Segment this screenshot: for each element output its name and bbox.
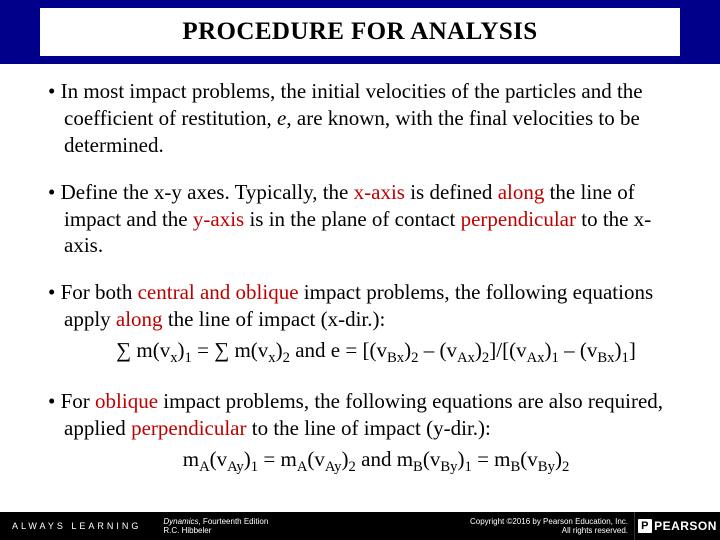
footer-bar: ALWAYS LEARNING Dynamics, Fourteenth Edi…: [0, 512, 720, 540]
b3-r2: along: [116, 307, 163, 331]
b4-r2: perpendicular: [131, 416, 246, 440]
b1-e: e: [277, 106, 286, 130]
bullet-1: • In most impact problems, the initial v…: [32, 78, 688, 159]
bullet-3: • For both central and oblique impact pr…: [32, 279, 688, 368]
copyright-block: Copyright ©2016 by Pearson Education, In…: [470, 517, 634, 535]
header-inner: PROCEDURE FOR ANALYSIS: [40, 8, 680, 56]
b4-r1: oblique: [95, 389, 158, 413]
book-author: R.C. Hibbeler: [163, 526, 268, 535]
b4-t1: • For: [48, 389, 95, 413]
b2-r1: x-axis: [354, 180, 405, 204]
rights-line: All rights reserved.: [470, 526, 628, 535]
b2-r4: perpendicular: [461, 207, 576, 231]
always-learning-label: ALWAYS LEARNING: [0, 521, 141, 531]
content-area: • In most impact problems, the initial v…: [0, 64, 720, 477]
book-title: Dynamics: [163, 517, 198, 526]
bullet-2: • Define the x-y axes. Typically, the x-…: [32, 179, 688, 260]
book-edition: , Fourteenth Edition: [198, 517, 268, 526]
b2-t2: is defined: [405, 180, 498, 204]
header-band: PROCEDURE FOR ANALYSIS: [0, 0, 720, 64]
b4-t3: to the line of impact (y-dir.):: [247, 416, 491, 440]
book-info: Dynamics, Fourteenth Edition R.C. Hibbel…: [141, 517, 268, 535]
copyright-line: Copyright ©2016 by Pearson Education, In…: [470, 517, 628, 526]
bullet-4: • For oblique impact problems, the follo…: [32, 388, 688, 477]
b3-r1: central and oblique: [138, 280, 299, 304]
b2-t4: is in the plane of contact: [244, 207, 460, 231]
equation-1: ∑ m(vx)1 = ∑ m(vx)2 and e = [(vBx)2 – (v…: [64, 337, 688, 368]
b2-r3: y-axis: [193, 207, 244, 231]
b3-t3: the line of impact (x-dir.):: [163, 307, 386, 331]
b2-r2: along: [498, 180, 545, 204]
pearson-text: PEARSON: [654, 519, 717, 533]
b3-t1: • For both: [48, 280, 138, 304]
pearson-logo: PPEARSON: [634, 512, 720, 540]
pearson-icon: P: [638, 519, 652, 533]
b2-t1: • Define the x-y axes. Typically, the: [48, 180, 354, 204]
book-line1: Dynamics, Fourteenth Edition: [163, 517, 268, 526]
page-title: PROCEDURE FOR ANALYSIS: [182, 18, 537, 46]
equation-2: mA(vAy)1 = mA(vAy)2 and mB(vBy)1 = mB(vB…: [64, 446, 688, 477]
